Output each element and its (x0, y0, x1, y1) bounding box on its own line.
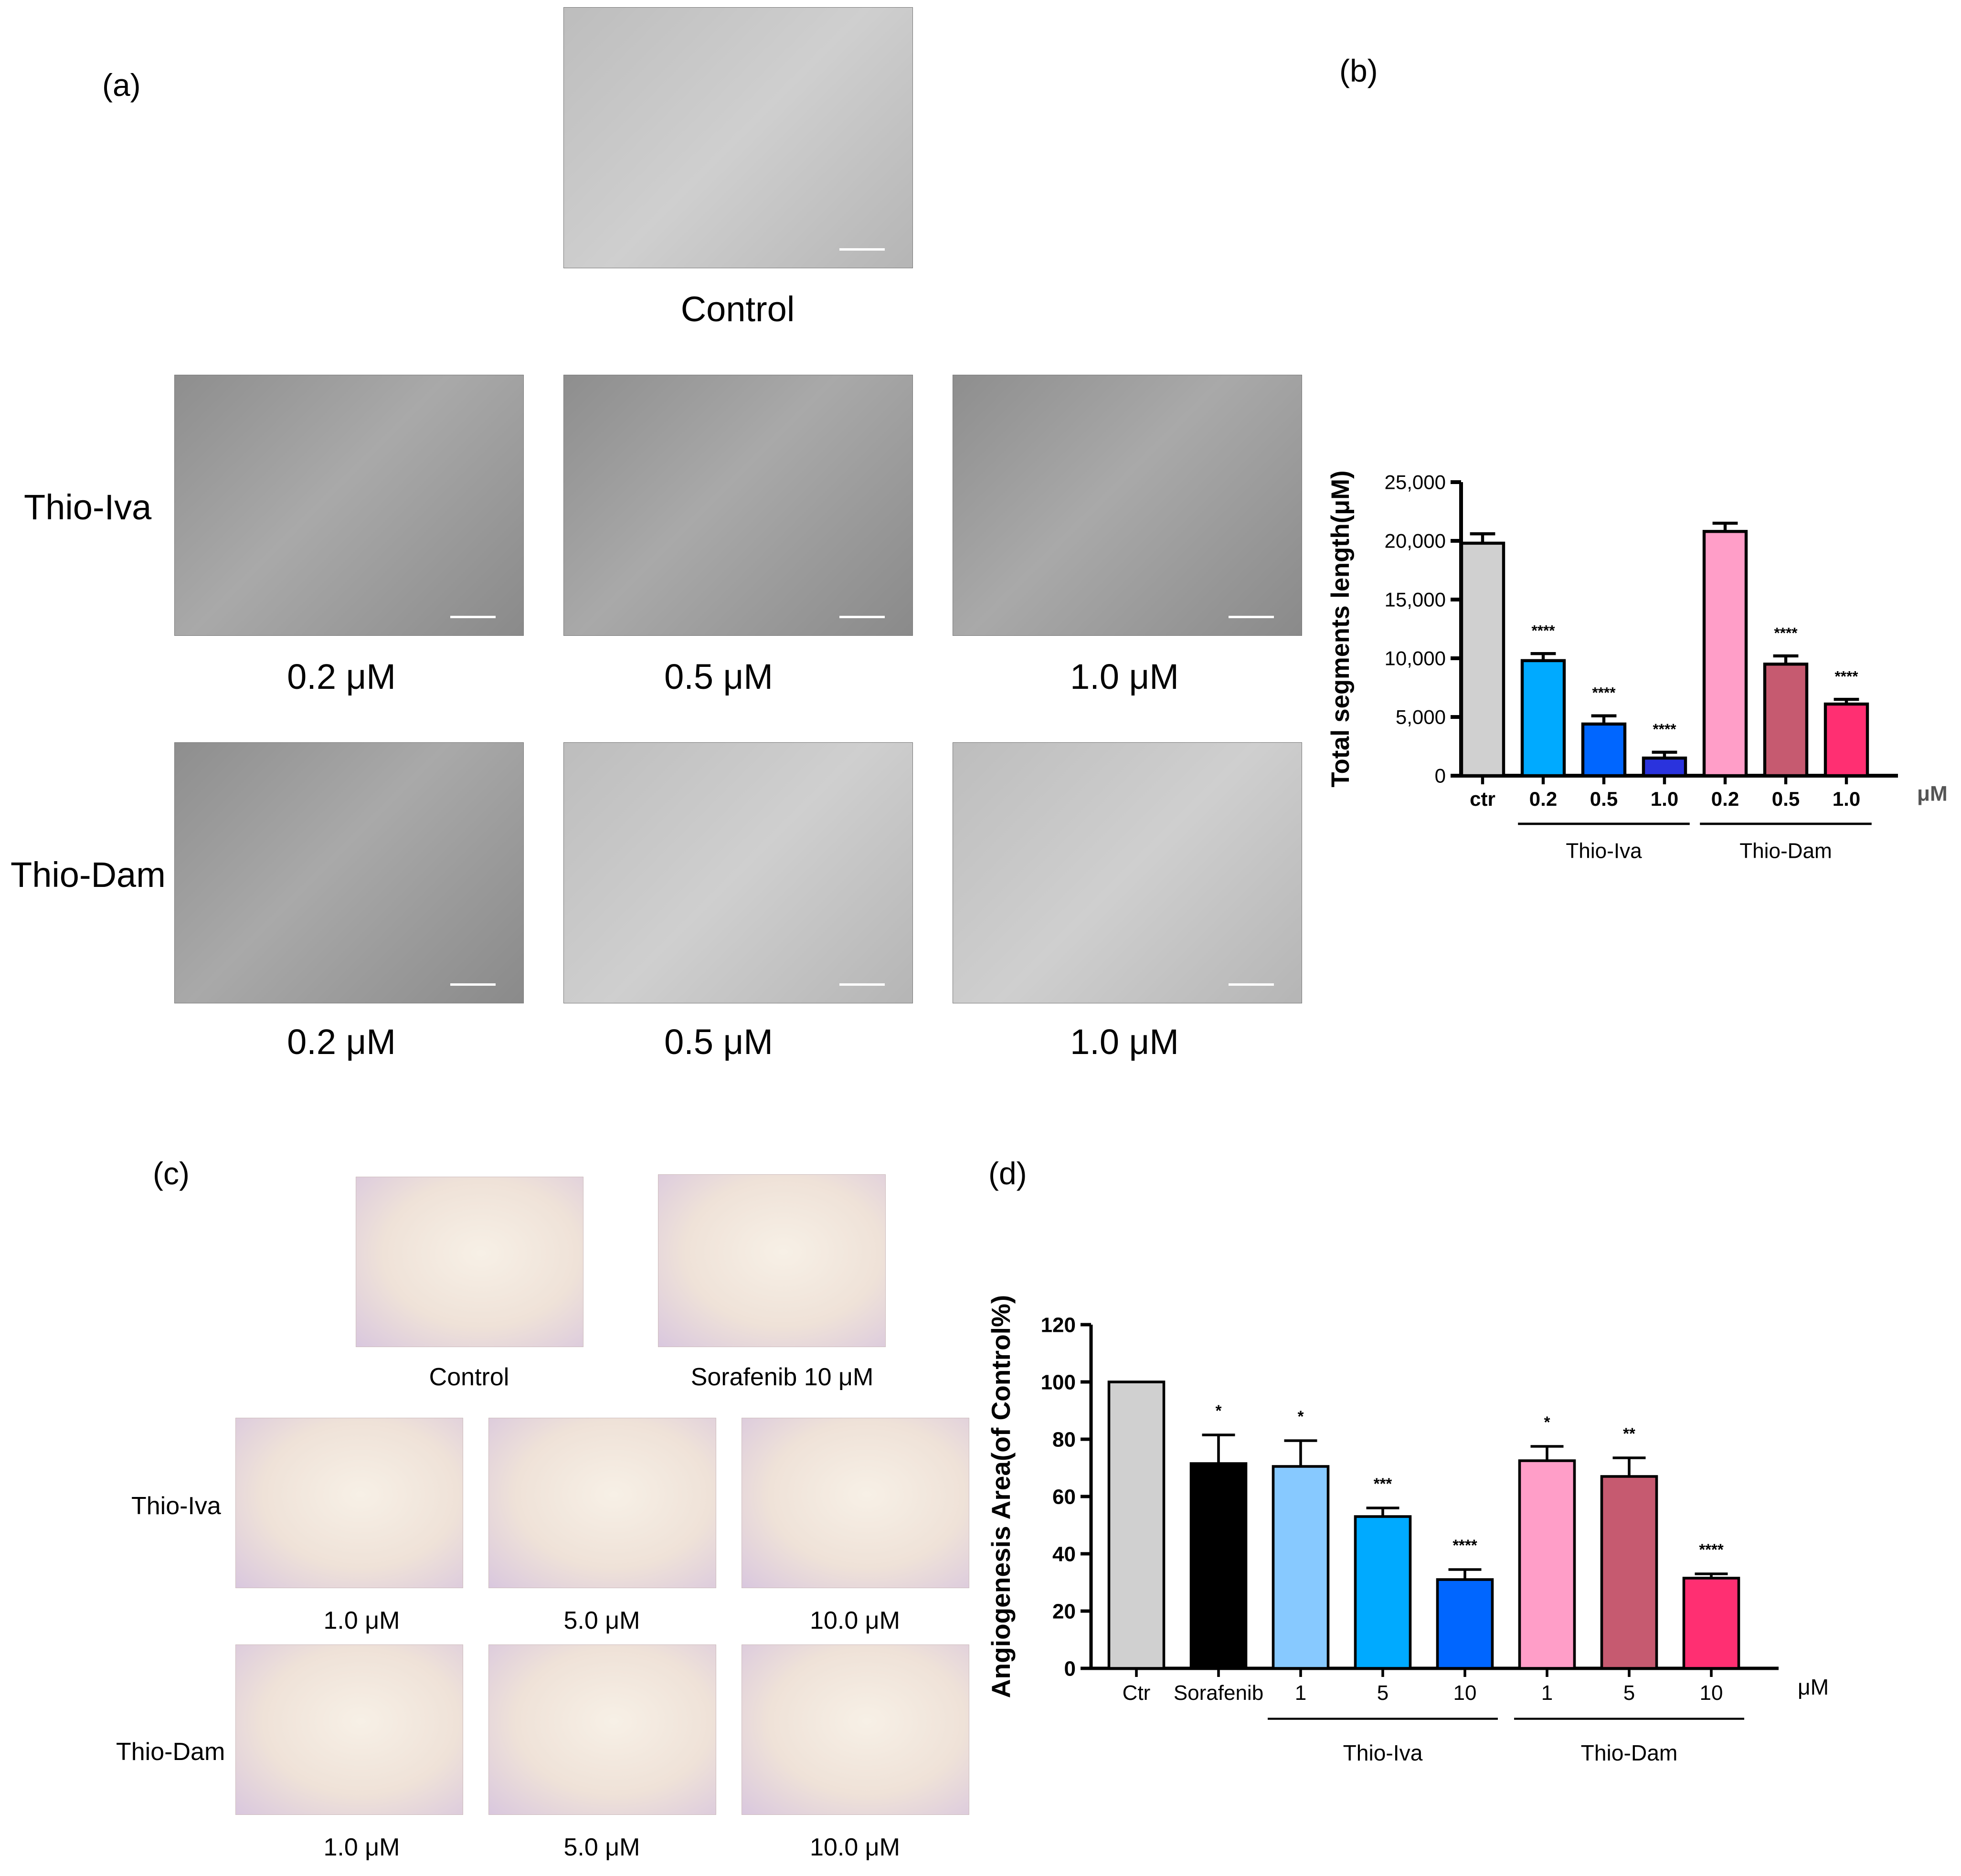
group-label: Thio-Iva (1343, 1740, 1423, 1765)
significance-label: * (1298, 1407, 1304, 1425)
significance-label: **** (1653, 720, 1676, 738)
x-tick-label: 0.2 (1529, 788, 1557, 810)
x-tick-label: 10 (1700, 1681, 1723, 1705)
cam-photo-control (356, 1177, 583, 1347)
bar (1436, 1578, 1494, 1670)
y-tick-label: 120 (1041, 1313, 1076, 1337)
bar (1518, 1459, 1576, 1670)
y-tick-label: 20 (1052, 1600, 1076, 1623)
significance-label: **** (1452, 1536, 1477, 1554)
cam-photo-thio-dam-5.0 (488, 1644, 716, 1815)
x-tick-label: Ctr (1123, 1681, 1151, 1705)
y-tick-label: 0 (1435, 765, 1446, 787)
y-tick-label: 40 (1052, 1542, 1076, 1566)
bar (1682, 1577, 1740, 1670)
x-tick-label: Sorafenib (1174, 1681, 1263, 1705)
cam-photo-thio-dam-1.0 (235, 1644, 463, 1815)
caption-control: Control (680, 289, 795, 329)
panel-b-label: (b) (1339, 53, 1378, 88)
x-tick-label: 1.0 (1833, 788, 1860, 810)
x-tick-label: 1 (1295, 1681, 1306, 1705)
significance-label: *** (1374, 1475, 1392, 1492)
x-tick-label: ctr (1470, 788, 1495, 810)
bar (1520, 659, 1566, 778)
x-tick-label: 1 (1541, 1681, 1553, 1705)
y-tick-label: 10,000 (1385, 647, 1446, 670)
significance-label: **** (1699, 1540, 1724, 1558)
y-tick-label: 20,000 (1385, 530, 1446, 552)
y-tick-label: 5,000 (1396, 706, 1446, 728)
x-tick-label: 0.5 (1772, 788, 1800, 810)
caption-cam-thio-iva-5.0: 5.0 μM (563, 1607, 640, 1634)
micrograph-thio-dam-1.0 (953, 742, 1302, 1003)
significance-label: * (1216, 1402, 1222, 1419)
caption-thio-dam-1.0: 1.0 μM (1070, 1022, 1179, 1062)
significance-label: **** (1531, 622, 1555, 639)
row-label-cam-thio-dam: Thio-Dam (116, 1738, 225, 1766)
bar (1600, 1475, 1658, 1670)
bar (1189, 1462, 1248, 1670)
y-axis-title: Angiogenesis Area(of Control%) (986, 1295, 1016, 1698)
bar (1702, 530, 1748, 778)
significance-label: **** (1834, 667, 1858, 685)
x-tick-label: 5 (1377, 1681, 1389, 1705)
row-label-thio-dam: Thio-Dam (11, 855, 166, 895)
caption-cam-control: Control (429, 1363, 509, 1391)
micrograph-thio-iva-1.0 (953, 375, 1302, 636)
y-axis-title: Total segments length(μM) (1326, 470, 1355, 787)
unit-label: μM (1917, 782, 1948, 806)
micrograph-control (563, 7, 913, 268)
panel-d-label: (d) (988, 1156, 1027, 1191)
panel-a-label: (a) (102, 67, 141, 103)
x-tick-label: 5 (1623, 1681, 1635, 1705)
caption-thio-dam-0.2: 0.2 μM (287, 1022, 396, 1062)
x-tick-label: 10 (1453, 1681, 1477, 1705)
significance-label: **** (1592, 684, 1616, 701)
group-label: Thio-Dam (1739, 840, 1832, 863)
micrograph-thio-iva-0.5 (563, 375, 913, 636)
x-tick-label: 1.0 (1651, 788, 1678, 810)
cam-photo-thio-iva-10.0 (742, 1418, 969, 1588)
group-label: Thio-Iva (1566, 840, 1642, 863)
cam-photo-thio-iva-5.0 (488, 1418, 716, 1588)
caption-thio-iva-1.0: 1.0 μM (1070, 657, 1179, 696)
micrograph-thio-dam-0.5 (563, 742, 913, 1003)
y-tick-label: 60 (1052, 1485, 1076, 1508)
y-tick-label: 25,000 (1385, 471, 1446, 494)
cam-photo-sorafenib (658, 1174, 886, 1347)
bar (1272, 1465, 1330, 1670)
caption-cam-thio-iva-10.0: 10.0 μM (810, 1607, 900, 1634)
group-label: Thio-Dam (1581, 1740, 1678, 1765)
unit-label: μM (1798, 1675, 1829, 1699)
micrograph-thio-dam-0.2 (174, 742, 524, 1003)
caption-cam-thio-dam-5.0: 5.0 μM (563, 1834, 640, 1861)
x-tick-label: 0.5 (1590, 788, 1618, 810)
y-tick-label: 100 (1041, 1370, 1076, 1394)
significance-label: ** (1623, 1424, 1635, 1442)
caption-thio-dam-0.5: 0.5 μM (664, 1022, 773, 1062)
caption-cam-sorafenib: Sorafenib 10 μM (690, 1363, 874, 1391)
micrograph-thio-iva-0.2 (174, 375, 524, 636)
significance-label: * (1544, 1413, 1550, 1431)
x-tick-label: 0.2 (1711, 788, 1739, 810)
bar (1354, 1515, 1412, 1670)
cam-photo-thio-dam-10.0 (742, 1644, 969, 1815)
caption-cam-thio-dam-1.0: 1.0 μM (323, 1834, 400, 1861)
caption-cam-thio-iva-1.0: 1.0 μM (323, 1607, 400, 1634)
caption-cam-thio-dam-10.0: 10.0 μM (810, 1834, 900, 1861)
y-tick-label: 15,000 (1385, 589, 1446, 611)
row-label-thio-iva: Thio-Iva (24, 487, 152, 527)
caption-thio-iva-0.5: 0.5 μM (664, 657, 773, 696)
panel-c-label: (c) (153, 1156, 190, 1191)
y-tick-label: 0 (1064, 1657, 1076, 1680)
y-tick-label: 80 (1052, 1428, 1076, 1451)
row-label-cam-thio-iva: Thio-Iva (131, 1492, 221, 1520)
significance-label: **** (1774, 624, 1798, 641)
cam-photo-thio-iva-1.0 (235, 1418, 463, 1588)
bar (1107, 1381, 1166, 1670)
caption-thio-iva-0.2: 0.2 μM (287, 657, 396, 696)
